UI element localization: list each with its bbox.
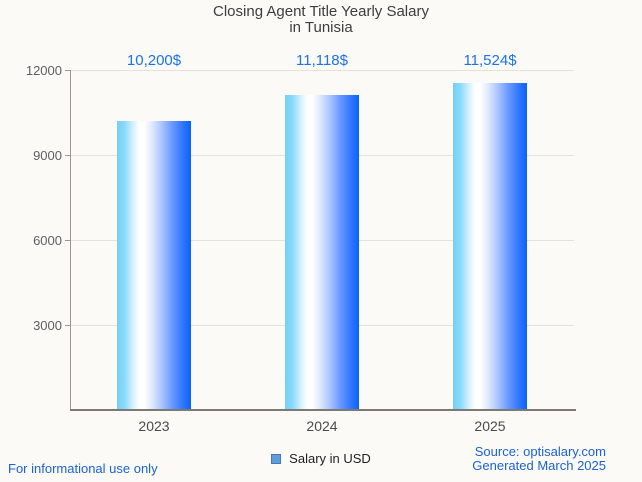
y-tick-label-12000: 12000 bbox=[25, 63, 62, 78]
value-label-2023: 10,200$ bbox=[126, 52, 182, 69]
chart-title-line2: in Tunisia bbox=[289, 19, 353, 36]
y-tick-6000 bbox=[65, 240, 70, 241]
y-tick-9000 bbox=[65, 155, 70, 156]
x-axis-line bbox=[70, 409, 576, 411]
y-tick-3000 bbox=[65, 325, 70, 326]
chart-title: Closing Agent Title Yearly Salary in Tun… bbox=[0, 4, 642, 36]
x-axis-label-2024: 2024 bbox=[306, 418, 338, 434]
y-tick-label-9000: 9000 bbox=[33, 148, 62, 163]
footer-generated-date: Generated March 2025 bbox=[472, 458, 606, 473]
footer-source-link[interactable]: Source: optisalary.com bbox=[474, 444, 606, 459]
footer-disclaimer-link[interactable]: For informational use only bbox=[8, 461, 158, 476]
y-tick-label-3000: 3000 bbox=[33, 318, 62, 333]
legend-label: Salary in USD bbox=[289, 451, 371, 466]
y-tick-12000 bbox=[65, 70, 70, 71]
legend-swatch-icon bbox=[271, 454, 282, 464]
y-axis-line bbox=[70, 70, 71, 410]
value-label-2024: 11,118$ bbox=[296, 52, 348, 69]
x-axis-label-2025: 2025 bbox=[474, 418, 506, 434]
x-axis-label-2023: 2023 bbox=[138, 418, 170, 434]
y-tick-label-6000: 6000 bbox=[33, 233, 62, 248]
footer-source: Source: optisalary.com Generated March 2… bbox=[472, 445, 606, 473]
bar-2023[interactable] bbox=[117, 121, 191, 409]
value-label-2025: 11,524$ bbox=[463, 52, 517, 69]
legend: Salary in USD bbox=[0, 452, 642, 466]
bar-2025[interactable] bbox=[453, 83, 527, 409]
bar-2024[interactable] bbox=[285, 95, 359, 409]
gridline-12000 bbox=[70, 70, 574, 71]
chart-title-line1: Closing Agent Title Yearly Salary bbox=[213, 3, 429, 20]
